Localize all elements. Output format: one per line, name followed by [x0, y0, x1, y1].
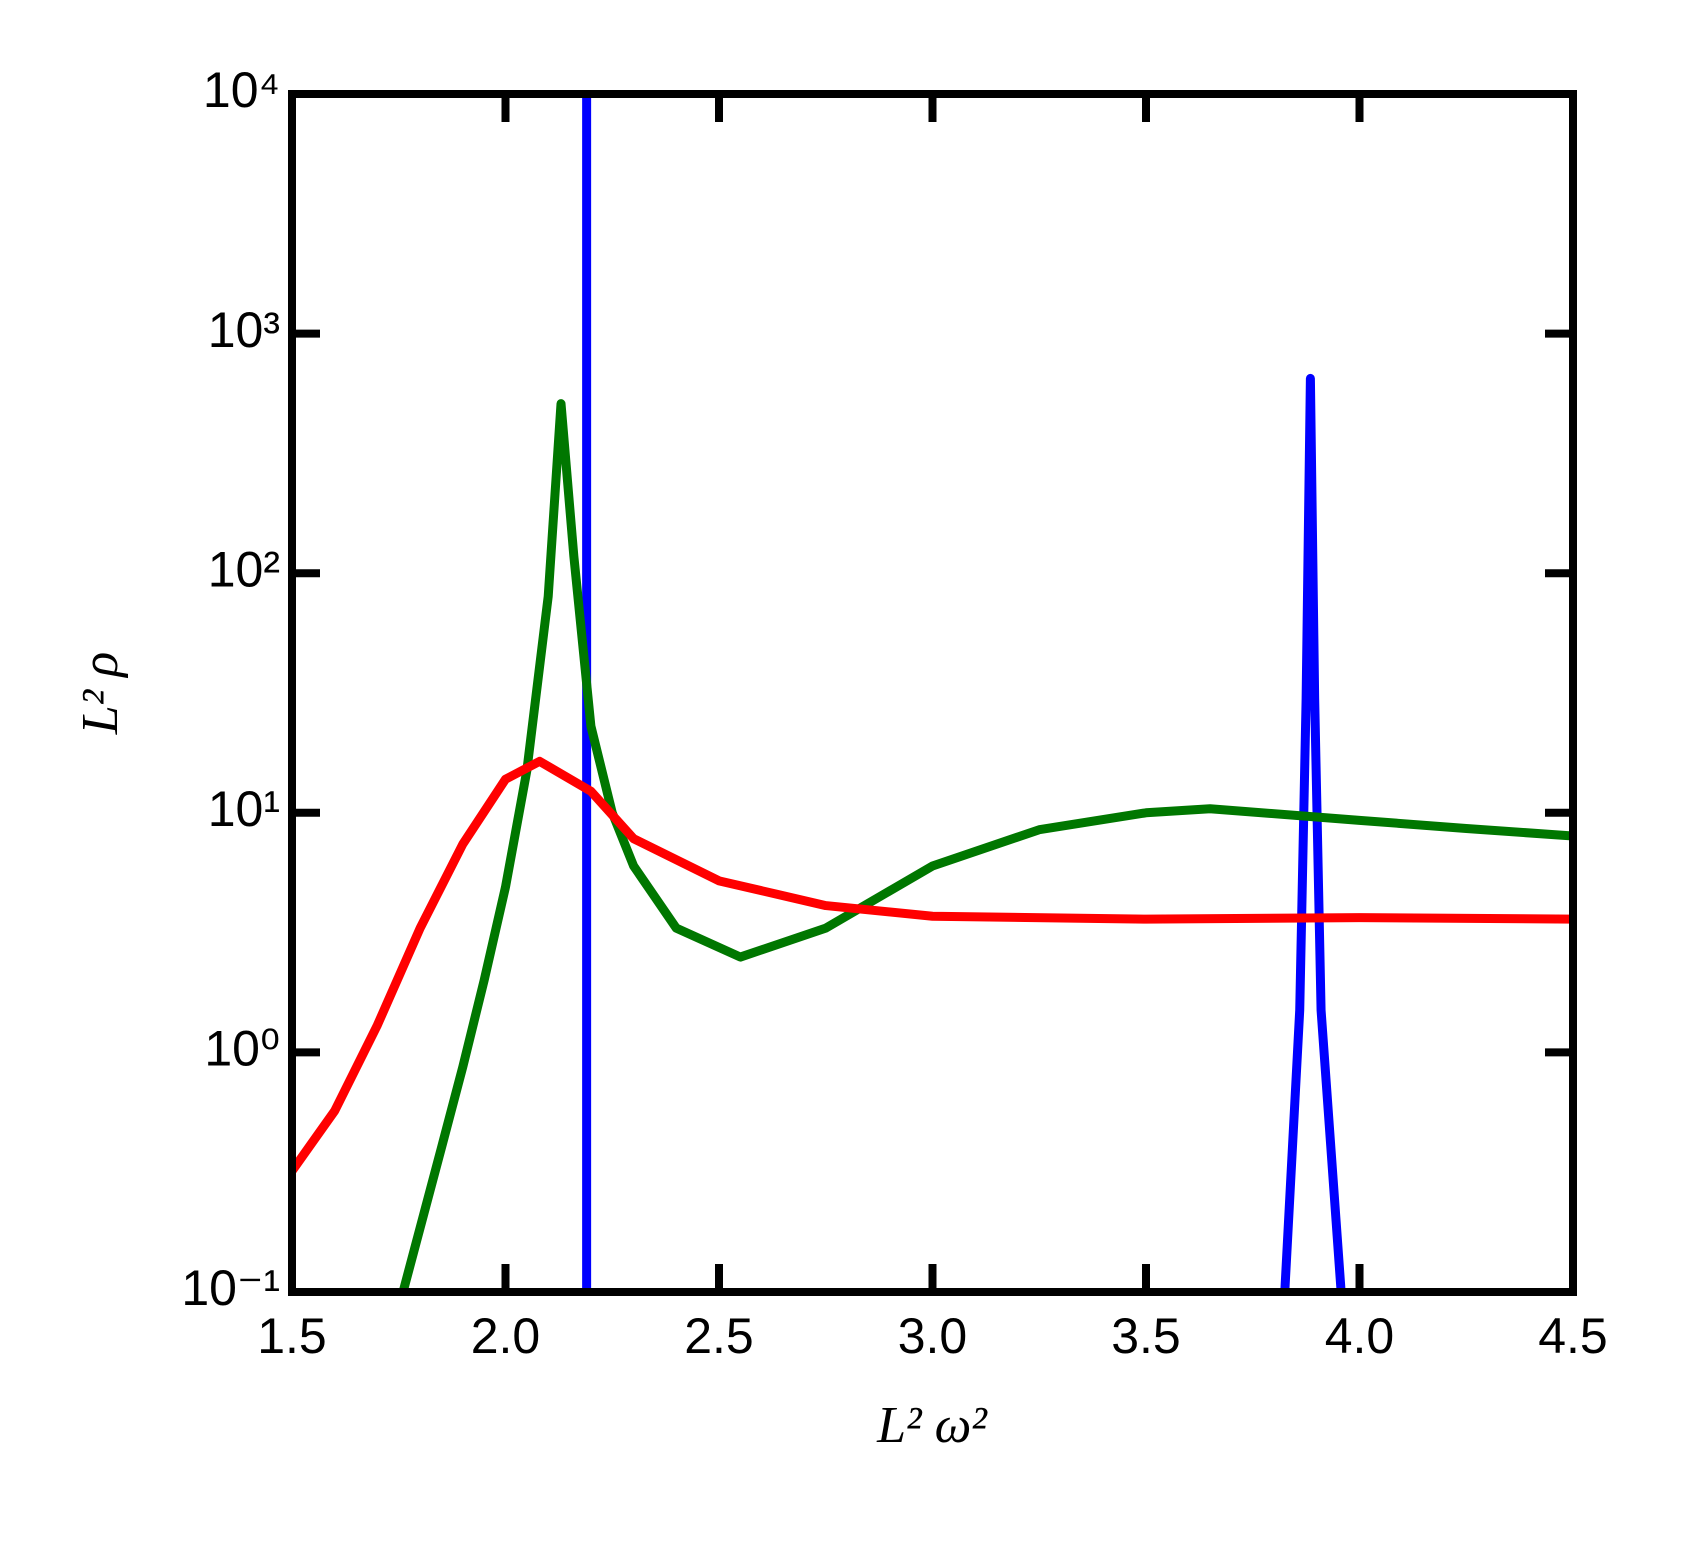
y-tick-label: 10⁰	[204, 1021, 280, 1077]
x-tick-label: 2.0	[471, 1308, 541, 1364]
data-line	[292, 756, 1573, 1174]
x-tick-label: 3.0	[898, 1308, 968, 1364]
data-line	[1280, 373, 1346, 1292]
x-tick-label: 3.5	[1111, 1308, 1181, 1364]
y-axis-label: L² ρ	[72, 652, 129, 735]
x-tick-label: 1.5	[257, 1308, 327, 1364]
data-line	[398, 399, 1573, 1292]
y-tick-label: 10²	[208, 541, 280, 597]
x-tick-label: 4.0	[1325, 1308, 1395, 1364]
x-tick-label: 2.5	[684, 1308, 754, 1364]
plot-frame	[288, 90, 1577, 1296]
x-tick-label: 4.5	[1538, 1308, 1608, 1364]
y-tick-label: 10¹	[208, 781, 280, 837]
plot-lines	[292, 94, 1573, 1292]
x-axis-label: L² ω²	[876, 1397, 988, 1454]
y-tick-label: 10³	[208, 302, 280, 358]
y-tick-label: 10⁻¹	[181, 1260, 280, 1316]
y-tick-label: 10⁴	[203, 62, 280, 118]
